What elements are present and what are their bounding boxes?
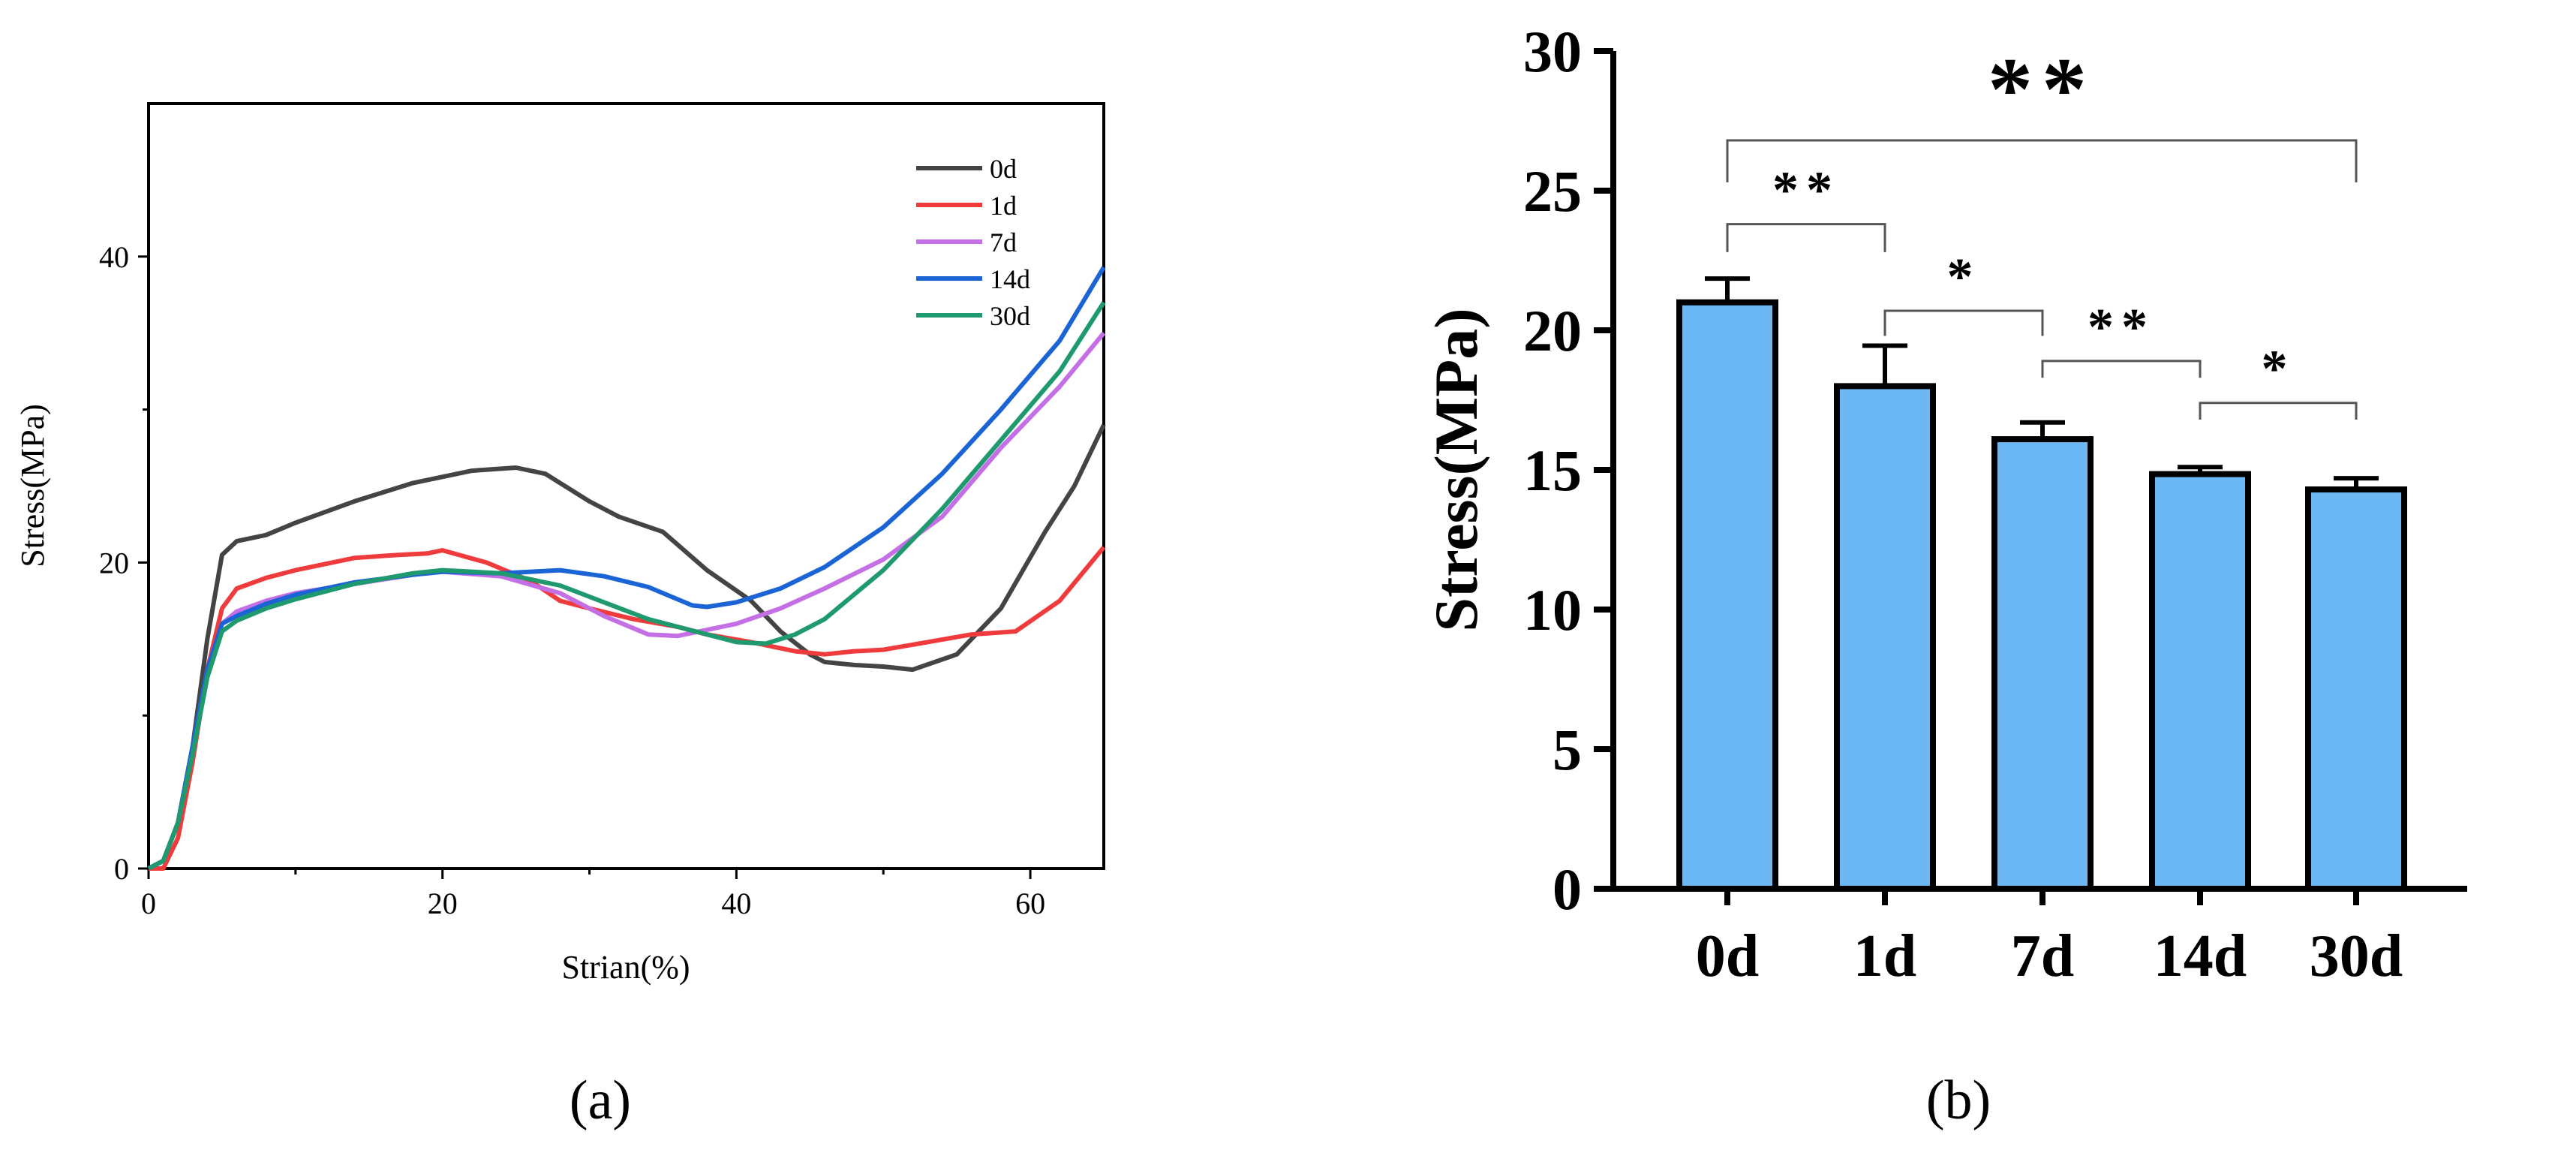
a-series-lines bbox=[147, 266, 1106, 871]
b-x-tick-label-30d: 30d bbox=[2310, 923, 2403, 989]
b-y-tick-label: 0 bbox=[1553, 856, 1582, 922]
legend-label-14d: 14d bbox=[990, 264, 1030, 294]
a-series-line-30d bbox=[147, 301, 1106, 871]
sig-bracket bbox=[1726, 223, 1886, 252]
a-y-tick-label: 40 bbox=[99, 240, 129, 274]
a-y-tick-label: 20 bbox=[99, 546, 129, 580]
sig-label: ** bbox=[2088, 299, 2155, 357]
b-y-axis-label: Stress(MPa) bbox=[1422, 308, 1490, 631]
b-bars: 0d 1d 7d 14d 30d bbox=[1676, 276, 2407, 989]
a-y-axis-label: Stress(MPa) bbox=[14, 404, 51, 567]
b-significance-brackets: ******** bbox=[1726, 39, 2358, 420]
b-x-tick-label-0d: 0d bbox=[1696, 923, 1760, 989]
legend-label-30d: 30d bbox=[990, 301, 1030, 331]
bar-0d bbox=[1676, 299, 1778, 892]
legend-label-0d: 0d bbox=[990, 154, 1017, 184]
panel-label-b: (b) bbox=[1926, 1070, 1991, 1131]
sig-bracket bbox=[1726, 139, 2358, 182]
b-y-ticks: 0 5 10 15 20 25 30 bbox=[1523, 19, 1613, 922]
a-y-tick-label: 0 bbox=[114, 852, 129, 886]
sig-bracket bbox=[2041, 360, 2202, 378]
sig-bracket bbox=[1883, 309, 2044, 336]
bar-7d bbox=[1991, 436, 2094, 892]
b-x-tick-label-14d: 14d bbox=[2154, 923, 2247, 989]
b-x-tick-label-7d: 7d bbox=[2011, 923, 2075, 989]
b-y-tick-label: 25 bbox=[1523, 158, 1582, 224]
sig-label: * bbox=[1947, 248, 1981, 306]
a-series-line-14d bbox=[147, 266, 1106, 871]
panel-a-line-chart: 0 20 40 60 0 20 40 0d 1d 7d 14d 30d Strian(%) Stre… bbox=[14, 102, 1106, 986]
legend-label-7d: 7d bbox=[990, 227, 1017, 257]
plot-frame-a bbox=[147, 102, 1105, 870]
sig-label: ** bbox=[1988, 39, 2096, 139]
a-axis-ticks: 0 20 40 60 0 20 40 bbox=[99, 240, 1045, 920]
a-legend: 0d 1d 7d 14d 30d bbox=[916, 154, 1030, 331]
b-y-tick-label: 15 bbox=[1523, 438, 1582, 503]
panel-label-a: (a) bbox=[570, 1070, 631, 1131]
a-series-line-0d bbox=[147, 423, 1106, 871]
a-x-tick-label: 0 bbox=[141, 887, 156, 920]
b-y-tick-label: 20 bbox=[1523, 298, 1582, 363]
bar-14d bbox=[2149, 471, 2251, 892]
a-x-axis-label: Strian(%) bbox=[561, 949, 690, 986]
b-x-tick-label-1d: 1d bbox=[1853, 923, 1917, 989]
sig-label: * bbox=[2262, 341, 2295, 399]
bar-1d bbox=[1834, 383, 1936, 892]
sig-label: ** bbox=[1772, 162, 1840, 220]
a-x-tick-label: 20 bbox=[428, 887, 458, 920]
b-y-tick-label: 5 bbox=[1553, 717, 1582, 782]
legend-label-1d: 1d bbox=[990, 191, 1017, 221]
b-y-tick-label: 30 bbox=[1523, 19, 1582, 84]
b-y-tick-label: 10 bbox=[1523, 577, 1582, 643]
sig-bracket bbox=[2199, 402, 2358, 420]
bar-30d bbox=[2305, 486, 2407, 892]
a-x-tick-label: 60 bbox=[1015, 887, 1045, 920]
a-x-tick-label: 40 bbox=[721, 887, 751, 920]
